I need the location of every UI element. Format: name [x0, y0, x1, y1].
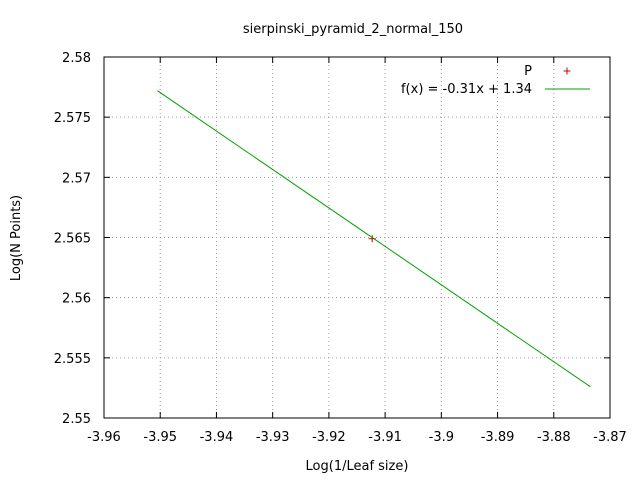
legend-label-p: P	[524, 64, 532, 79]
x-axis-label: Log(1/Leaf size)	[306, 459, 409, 474]
y-tick-label: 2.575	[54, 111, 91, 126]
x-tick-label: -3.88	[537, 430, 571, 445]
x-tick-label: -3.92	[312, 430, 346, 445]
fit-line	[157, 90, 591, 388]
legend-marker-p	[563, 67, 571, 75]
y-tick-label: 2.565	[54, 232, 91, 247]
tick-labels: -3.96 -3.95 -3.94 -3.93 -3.92 -3.91 -3.9 -3.89 -…	[54, 51, 627, 445]
x-tick-label: -3.94	[200, 430, 234, 445]
plot-frame	[103, 56, 611, 419]
x-tick-label: -3.96	[87, 430, 121, 445]
y-tick-label: 2.57	[62, 171, 91, 186]
y-tick-label: 2.555	[54, 352, 91, 367]
y-tick-label: 2.58	[62, 51, 91, 66]
y-tick-label: 2.56	[62, 292, 91, 307]
legend-label-fit: f(x) = -0.31x + 1.34	[401, 82, 532, 97]
grid	[104, 57, 610, 418]
x-tick-label: -3.93	[256, 430, 290, 445]
x-tick-label: -3.87	[593, 430, 627, 445]
y-axis-label: Log(N Points)	[9, 195, 24, 281]
x-tick-label: -3.95	[143, 430, 177, 445]
plot-series	[157, 90, 591, 388]
x-tick-label: -3.91	[368, 430, 402, 445]
chart-title: sierpinski_pyramid_2_normal_150	[243, 22, 463, 37]
x-tick-label: -3.9	[429, 430, 454, 445]
legend: P f(x) = -0.31x + 1.34	[401, 64, 590, 97]
y-tick-label: 2.55	[62, 412, 91, 427]
x-tick-label: -3.89	[481, 430, 515, 445]
